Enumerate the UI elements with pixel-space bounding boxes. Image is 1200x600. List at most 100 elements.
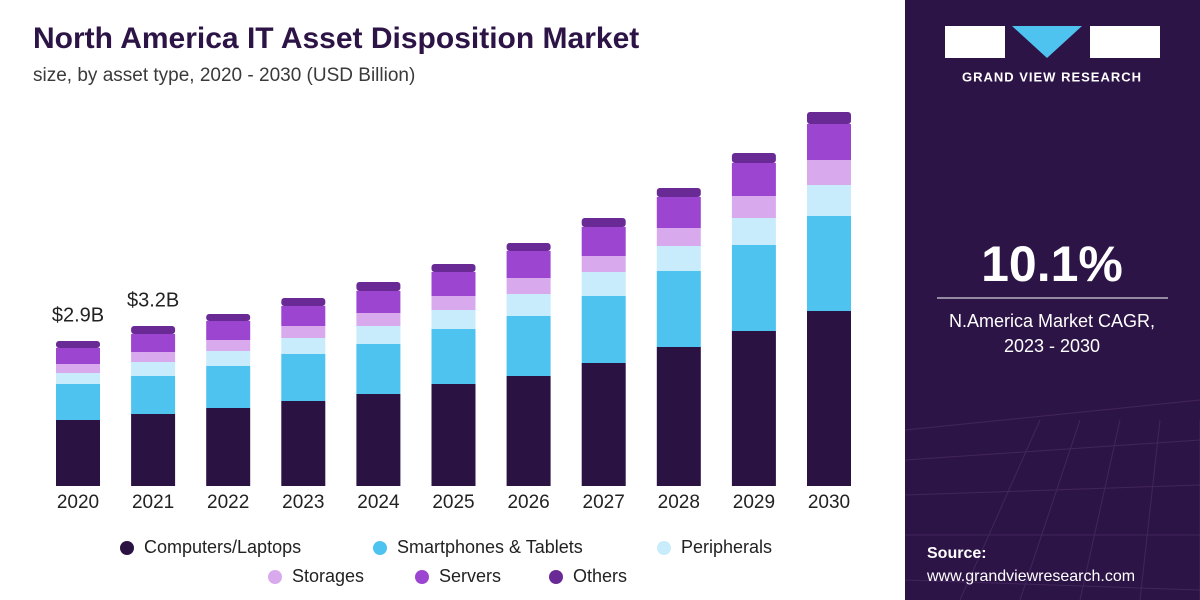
bar-segment xyxy=(431,329,476,384)
bar-segment xyxy=(731,218,776,245)
sidebar-grid xyxy=(904,399,1200,600)
bar-segment xyxy=(131,334,176,352)
bar-segment xyxy=(281,306,326,326)
bar-segment xyxy=(506,251,551,278)
bar-segment xyxy=(131,352,176,362)
bar-segment xyxy=(581,272,626,296)
bar-segment xyxy=(281,354,326,401)
bar-segment xyxy=(807,112,851,124)
sidebar-bg xyxy=(905,0,1200,600)
bar-segment xyxy=(206,340,251,351)
x-tick-label: 2022 xyxy=(207,492,249,513)
bar-segment xyxy=(206,408,251,486)
chart-subtitle: size, by asset type, 2020 - 2030 (USD Bi… xyxy=(33,65,415,86)
bar-segment xyxy=(431,264,476,272)
x-tick-label: 2029 xyxy=(733,492,775,513)
cagr-value: 10.1% xyxy=(981,236,1123,292)
bar-segment xyxy=(56,373,100,384)
x-tick-label: 2025 xyxy=(432,492,474,513)
bar-segment xyxy=(581,256,626,272)
bar-segment xyxy=(56,364,100,373)
bar-segment xyxy=(807,311,851,486)
bar-segment xyxy=(206,314,251,321)
x-tick-label: 2023 xyxy=(282,492,324,513)
cagr-label: N.America Market CAGR, xyxy=(949,311,1155,331)
bar-segment xyxy=(431,384,476,486)
total-label: $3.2B xyxy=(127,289,179,311)
bar-segment xyxy=(56,348,100,364)
bar-segment xyxy=(131,362,176,376)
bar-segment xyxy=(807,160,851,185)
x-tick-label: 2027 xyxy=(583,492,625,513)
bar-segment xyxy=(807,216,851,311)
logo-v xyxy=(1012,26,1082,58)
logo xyxy=(945,26,1160,58)
bar-segment xyxy=(356,282,401,291)
bar-segment xyxy=(431,310,476,329)
bar-segment xyxy=(356,326,401,344)
bar-segment xyxy=(131,414,176,486)
source-url: www.grandviewresearch.com xyxy=(926,568,1135,585)
bar-segment xyxy=(506,316,551,376)
bar-segment xyxy=(431,296,476,310)
bar-segment xyxy=(656,188,701,197)
bar-segment xyxy=(356,344,401,394)
cagr-label: 2023 - 2030 xyxy=(1004,336,1100,356)
legend-label: Servers xyxy=(439,566,501,586)
bar-segment xyxy=(731,163,776,196)
bar-segment xyxy=(281,401,326,486)
bar-segment xyxy=(656,246,701,271)
bar-segment xyxy=(731,331,776,486)
x-tick-label: 2020 xyxy=(57,492,99,513)
legend-label: Peripherals xyxy=(681,537,772,557)
legend-marker xyxy=(657,541,671,555)
bar-segment xyxy=(281,338,326,354)
bar-segment xyxy=(281,298,326,306)
x-tick-label: 2026 xyxy=(507,492,549,513)
legend-marker xyxy=(268,570,282,584)
bar-segment xyxy=(206,366,251,408)
x-tick-label: 2028 xyxy=(658,492,700,513)
legend-marker xyxy=(373,541,387,555)
x-tick-label: 2030 xyxy=(808,492,850,513)
bar-segment xyxy=(807,185,851,216)
legend-label: Storages xyxy=(292,566,364,586)
bar-segment xyxy=(506,243,551,251)
bar-segment xyxy=(807,124,851,160)
x-tick-label: 2021 xyxy=(132,492,174,513)
legend-marker xyxy=(415,570,429,584)
bar-segment xyxy=(656,271,701,347)
logo-g xyxy=(945,26,1005,58)
bar-segment xyxy=(656,347,701,486)
bar-segment xyxy=(206,351,251,366)
chart-title: North America IT Asset Disposition Marke… xyxy=(33,22,639,55)
bar-segment xyxy=(56,341,100,348)
bar-segment xyxy=(356,291,401,313)
bar-segment xyxy=(581,296,626,363)
bar-segment xyxy=(506,376,551,486)
bar-segment xyxy=(356,313,401,326)
bar-segment xyxy=(656,197,701,228)
bar-segment xyxy=(506,278,551,294)
bar-segment xyxy=(581,363,626,486)
bar-segment xyxy=(131,326,176,334)
bar-segment xyxy=(731,196,776,218)
legend-label: Smartphones & Tablets xyxy=(397,537,583,557)
bar-segment xyxy=(56,384,100,420)
total-label: $2.9B xyxy=(52,304,104,326)
bar-segment xyxy=(581,227,626,256)
bar-segment xyxy=(656,228,701,246)
bar-segment xyxy=(731,153,776,163)
x-tick-label: 2024 xyxy=(357,492,400,513)
bar-segment xyxy=(506,294,551,316)
legend-marker xyxy=(120,541,134,555)
legend-label: Others xyxy=(573,566,627,586)
bar-segment xyxy=(281,326,326,338)
source-label: Source: xyxy=(927,545,987,562)
bar-segment xyxy=(56,420,100,486)
bar-segment xyxy=(731,245,776,331)
sidebar: GRAND VIEW RESEARCH 10.1% N.America Mark… xyxy=(904,0,1200,600)
bar-segment xyxy=(431,272,476,296)
